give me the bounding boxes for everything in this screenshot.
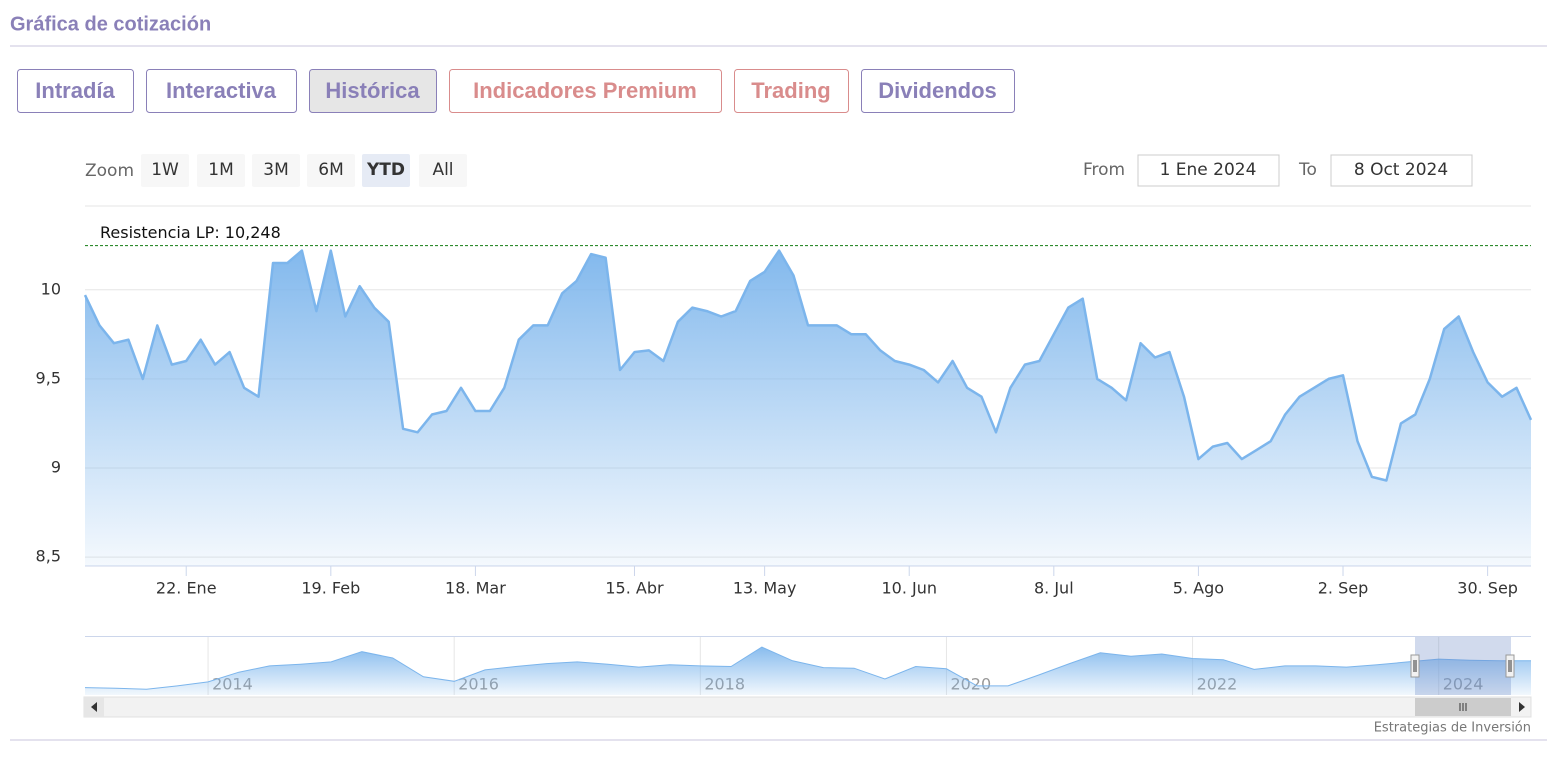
zoom-label: Zoom [85, 161, 134, 181]
scrollbar[interactable] [83, 696, 1532, 718]
tab[interactable] [861, 69, 1015, 113]
zoom-button[interactable] [252, 154, 300, 187]
tabs: Intradía Interactiva Histórica Indicadores … [17, 69, 1015, 113]
thumb-grip [1459, 703, 1467, 711]
price-line [83, 249, 1533, 482]
x-tick-label: 15. Abr [605, 579, 664, 598]
y-tick-label: 8,5 [36, 547, 61, 566]
tab[interactable] [449, 69, 722, 113]
zoom-button-label: 6M [318, 160, 343, 180]
handle-grip [1508, 660, 1512, 672]
zoom-button-label: All [432, 160, 453, 180]
x-tick-label: 5. Ago [1173, 579, 1224, 598]
x-tick-label: 2. Sep [1318, 579, 1369, 598]
zoom-button-label: 1W [151, 160, 179, 180]
tab[interactable] [309, 69, 437, 113]
tab-label: Histórica [325, 78, 420, 103]
zoom-button[interactable] [419, 154, 467, 187]
tab-label: Intradía [35, 78, 115, 103]
x-tick-label: 8. Jul [1034, 579, 1074, 598]
zoom-button[interactable] [141, 154, 189, 187]
navigator-line [84, 646, 1531, 690]
to-input[interactable] [1330, 154, 1473, 187]
zoom-button[interactable] [362, 154, 410, 187]
y-tick-label: 10 [41, 279, 61, 298]
from-input[interactable] [1137, 154, 1280, 187]
plot: 8,5 9 9,5 10 22. Ene 19. Feb 18. Mar 15. Abr 13.… [36, 223, 1533, 598]
x-tick-label: 30. Sep [1457, 579, 1518, 598]
zoom-button-label: YTD [366, 160, 405, 180]
y-tick-label: 9,5 [36, 368, 61, 387]
from-label: From [1083, 160, 1125, 180]
tab-label: Dividendos [878, 78, 997, 103]
navigator-handle[interactable] [1410, 654, 1420, 678]
x-tick-label: 18. Mar [445, 579, 506, 598]
navigator-handle[interactable] [1505, 654, 1515, 678]
zoom-button-label: 1M [208, 160, 233, 180]
x-tick-label: 10. Jun [881, 579, 937, 598]
navigator-area [85, 647, 1531, 695]
x-tick-label: 22. Ene [156, 579, 217, 598]
arrow-right [1519, 702, 1525, 712]
to-value: 8 Oct 2024 [1354, 160, 1448, 180]
from-value: 1 Ene 2024 [1160, 160, 1257, 180]
zoom-button-label: 3M [263, 160, 288, 180]
tab-label: Trading [751, 78, 830, 103]
tab[interactable] [734, 69, 849, 113]
zoom-button[interactable] [307, 154, 355, 187]
zoom-bar: Zoom 1W 1M 3M 6M YTD All [85, 154, 467, 187]
tab[interactable] [146, 69, 297, 113]
tab-label: Interactiva [166, 78, 277, 103]
tab[interactable] [17, 69, 134, 113]
navigator: 201420162018202020222024 [84, 636, 1531, 695]
x-tick-label: 19. Feb [301, 579, 360, 598]
resistance-label: Resistencia LP: 10,248 [100, 223, 281, 242]
navigator-selection [1415, 637, 1511, 695]
handle-grip [1413, 660, 1417, 672]
page-title: Gráfica de cotización [10, 13, 211, 35]
y-tick-label: 9 [51, 457, 61, 476]
area-fill [85, 250, 1531, 566]
credit: Estrategias de Inversión [1374, 721, 1531, 736]
zoom-button[interactable] [197, 154, 245, 187]
arrow-left [91, 702, 97, 712]
x-tick-label: 13. May [733, 579, 797, 598]
to-label: To [1298, 160, 1317, 180]
tab-label: Indicadores Premium [473, 78, 697, 103]
